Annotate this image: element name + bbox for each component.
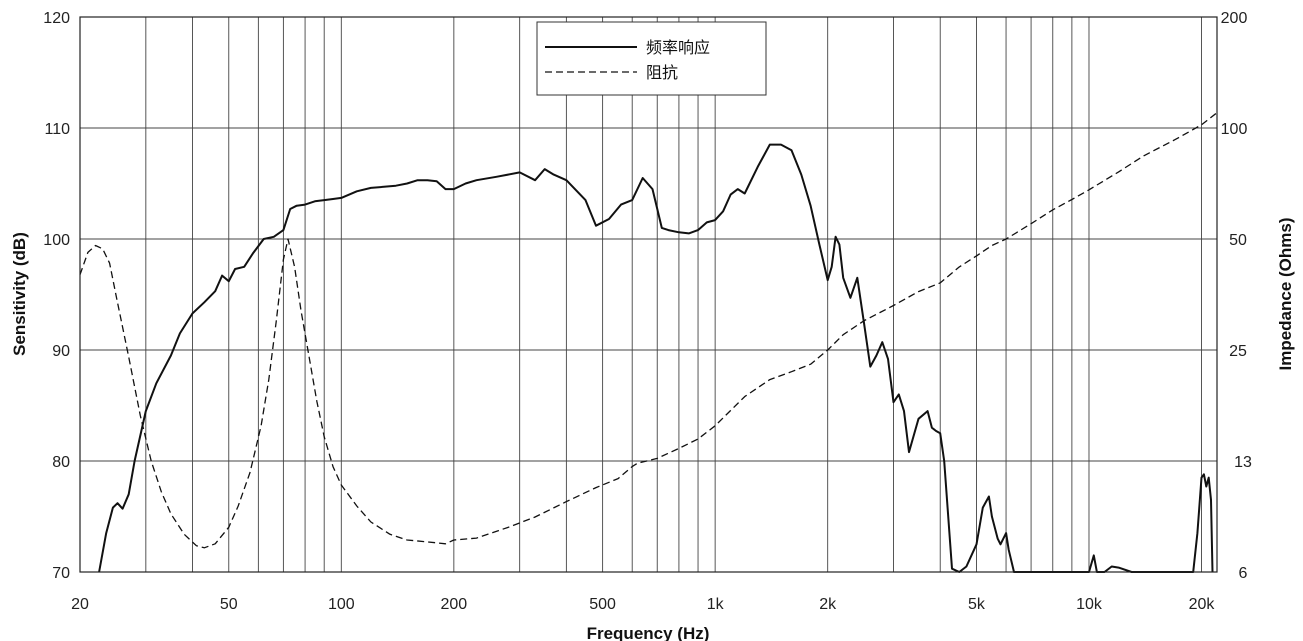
x-axis-title: Frequency (Hz): [587, 624, 710, 641]
impedance-line: [79, 112, 1218, 549]
vertical-gridlines: [145, 17, 1202, 572]
y-right-tick-200: 200: [1221, 10, 1248, 27]
y-right-tick-6: 6: [1239, 565, 1248, 582]
x-tick-2k: 2k: [819, 596, 837, 613]
y-left-tick-120: 120: [43, 10, 70, 27]
legend: 频率响应 阻抗: [536, 21, 767, 96]
y-left-tick-90: 90: [52, 343, 70, 360]
x-tick-500: 500: [589, 596, 616, 613]
x-tick-100: 100: [328, 596, 355, 613]
x-tick-20: 20: [71, 596, 89, 613]
y-right-tick-25: 25: [1229, 343, 1247, 360]
left-y-axis-title: Sensitivity (dB): [10, 232, 29, 356]
plot-frame: [79, 16, 1218, 573]
y-right-tick-13: 13: [1234, 454, 1252, 471]
x-tick-20k: 20k: [1189, 596, 1216, 613]
y-right-tick-50: 50: [1229, 232, 1247, 249]
x-tick-200: 200: [440, 596, 467, 613]
x-tick-5k: 5k: [968, 596, 986, 613]
y-left-tick-110: 110: [44, 121, 70, 138]
x-tick-labels: 20 50 100 200 500 1k 2k 5k 10k 20k: [71, 596, 1215, 613]
legend-box: [536, 21, 767, 96]
right-y-axis-title: Impedance (Ohms): [1276, 217, 1295, 370]
y-right-tick-100: 100: [1221, 121, 1248, 138]
x-tick-1k: 1k: [707, 596, 725, 613]
x-tick-10k: 10k: [1076, 596, 1103, 613]
plot-area: [80, 17, 1217, 572]
y-left-tick-80: 80: [52, 454, 70, 471]
legend-label-frequency-response: 频率响应: [646, 38, 710, 57]
x-tick-50: 50: [220, 596, 238, 613]
legend-label-impedance: 阻抗: [646, 63, 678, 82]
y-left-tick-100: 100: [43, 232, 70, 249]
y-left-tick-70: 70: [52, 565, 70, 582]
right-y-tick-labels: 6 13 25 50 100 200: [1221, 10, 1252, 582]
left-y-tick-labels: 70 80 90 100 110 120: [43, 10, 70, 582]
